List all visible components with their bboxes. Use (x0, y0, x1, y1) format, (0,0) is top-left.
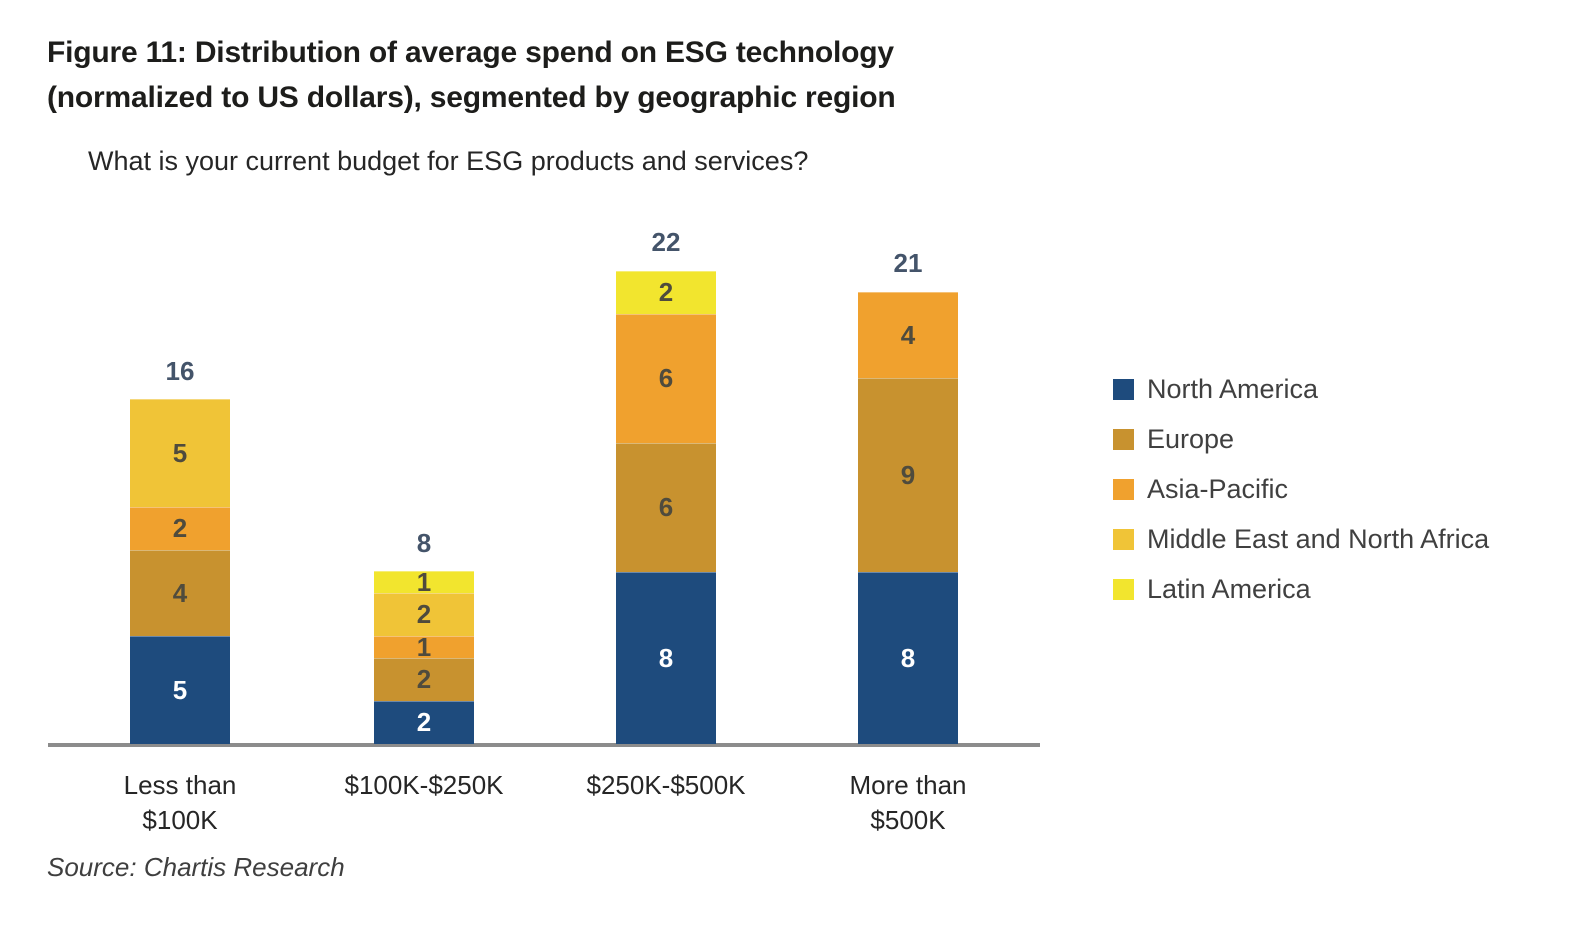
x-axis-category-label: Less than $100K (123, 770, 237, 835)
legend-swatch-icon (1113, 528, 1134, 550)
bar-segment (374, 593, 474, 636)
legend-label: Europe (1147, 423, 1235, 454)
bar-group-3: 8 6 6 2 22 (616, 227, 716, 744)
x-axis-line (48, 743, 1040, 747)
source-note: Source: Chartis Research (47, 852, 345, 882)
bar-total-label: 22 (651, 227, 681, 257)
bar-group-1: 5 4 2 5 16 (130, 356, 230, 744)
legend-item: North America (1113, 374, 1489, 404)
legend-label: Asia-Pacific (1147, 473, 1289, 504)
legend-label: Middle East and North Africa (1147, 523, 1490, 554)
legend-label: North America (1147, 373, 1319, 404)
x-axis-category-label: $100K-$250K (344, 770, 504, 800)
bar-segment (130, 399, 230, 507)
legend-label: Latin America (1147, 573, 1311, 604)
x-axis-category-label: $250K-$500K (586, 770, 746, 800)
bar-segment (858, 378, 958, 572)
bar-segment (616, 572, 716, 744)
bar-segment (130, 507, 230, 550)
bar-segment (130, 550, 230, 636)
bar-segment (858, 292, 958, 378)
bar-total-label: 21 (893, 248, 923, 278)
legend-swatch-icon (1113, 478, 1134, 500)
bar-segment (374, 571, 474, 593)
x-axis-category-label: More than $500K (849, 770, 967, 835)
legend-item: Middle East and North Africa (1113, 524, 1489, 554)
legend-item: Europe (1113, 424, 1489, 454)
figure-title: Figure 11: Distribution of average spend… (47, 30, 1167, 120)
legend-swatch-icon (1113, 578, 1134, 600)
bar-segment (374, 701, 474, 744)
bar-segment (374, 658, 474, 701)
bar-segment (130, 636, 230, 744)
bar-segment (616, 271, 716, 314)
figure-title-line2: (normalized to US dollars), segmented by… (47, 81, 896, 114)
bar-segment (616, 314, 716, 443)
legend-item: Asia-Pacific (1113, 474, 1489, 504)
bar-total-label: 16 (165, 356, 195, 386)
bar-group-4: 8 9 4 21 (858, 248, 958, 744)
figure-title-line1: Figure 11: Distribution of average spend… (47, 36, 894, 69)
survey-question-subtitle: What is your current budget for ESG prod… (88, 146, 809, 176)
bar-segment (374, 636, 474, 658)
bar-segment (616, 443, 716, 572)
legend-item: Latin America (1113, 574, 1489, 604)
chart-legend: North America Europe Asia-Pacific Middle Ea… (1113, 374, 1489, 628)
bar-segment (858, 572, 958, 744)
legend-swatch-icon (1113, 378, 1134, 400)
bar-total-label: 8 (416, 528, 432, 558)
legend-swatch-icon (1113, 428, 1134, 450)
